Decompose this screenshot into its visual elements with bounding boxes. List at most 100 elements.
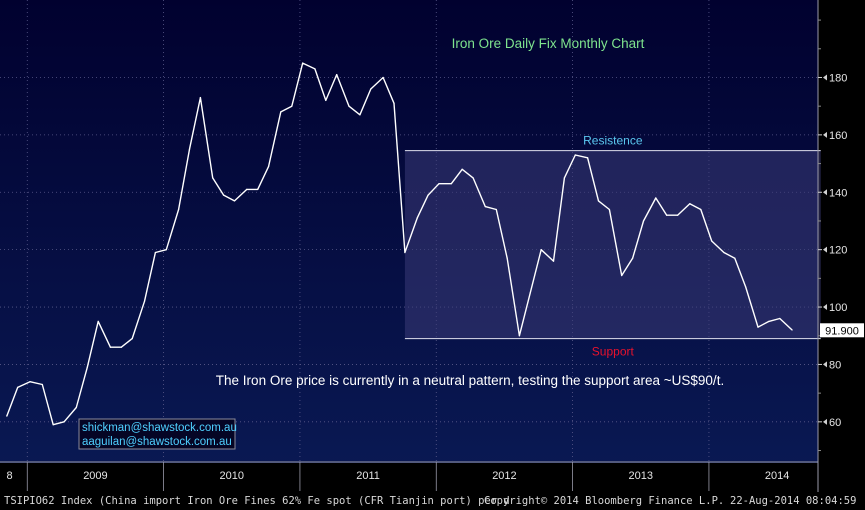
annotation-text: The Iron Ore price is currently in a neu… [216, 373, 724, 388]
data-point-62 [711, 240, 713, 242]
y-tick-arrow-100 [823, 304, 827, 311]
data-point-5 [63, 421, 65, 423]
data-point-9 [109, 346, 112, 348]
data-point-22 [257, 188, 259, 190]
y-tick-label-180: 180 [829, 72, 847, 84]
data-point-16 [188, 148, 191, 150]
data-point-51 [586, 157, 589, 159]
data-point-0 [6, 415, 8, 417]
x-tick-label-2013: 2013 [629, 470, 653, 482]
data-point-59 [676, 214, 679, 216]
data-point-53 [608, 208, 611, 211]
data-point-10 [120, 346, 122, 348]
data-point-48 [552, 260, 555, 262]
copyright-text: Copyright© 2014 Bloomberg Finance L.P. [484, 495, 725, 507]
x-tick-label-2009: 2009 [83, 470, 107, 482]
data-point-19 [222, 194, 225, 196]
y-tick-label-160: 160 [829, 130, 847, 142]
data-point-44 [506, 257, 508, 259]
data-point-69 [791, 329, 793, 331]
data-point-36 [416, 217, 418, 219]
data-point-49 [563, 177, 566, 179]
price-series-line [6, 62, 793, 426]
timestamp: 22-Aug-2014 08:04:59 [730, 495, 857, 507]
y-tick-label-100: 100 [829, 302, 847, 314]
y-tick-label-140: 140 [829, 187, 847, 199]
data-point-3 [41, 383, 43, 386]
data-point-65 [745, 286, 747, 288]
data-point-54 [621, 274, 623, 277]
data-point-55 [631, 257, 634, 259]
y-tick-arrow-120 [823, 246, 827, 253]
data-point-1 [17, 386, 19, 388]
y-tick-arrow-140 [823, 189, 827, 196]
data-point-34 [393, 102, 395, 104]
data-point-31 [359, 114, 361, 116]
data-point-58 [666, 214, 668, 216]
data-point-47 [540, 249, 542, 251]
data-point-38 [438, 183, 440, 185]
data-point-35 [404, 251, 406, 254]
data-point-29 [336, 74, 338, 76]
contact-box [78, 418, 236, 450]
contact-email-1[interactable]: shickman@shawstock.com.au [82, 422, 237, 434]
data-point-50 [574, 154, 576, 156]
data-point-33 [382, 76, 384, 79]
y-tick-label-60: 60 [829, 417, 841, 429]
data-point-18 [212, 177, 214, 179]
y-axis-panel [818, 0, 865, 492]
index-description: TSIPIO62 Index (China import Iron Ore Fi… [4, 495, 510, 507]
data-point-30 [348, 105, 350, 107]
data-point-52 [597, 200, 600, 202]
data-point-7 [86, 366, 88, 368]
trading-channel-box [404, 150, 821, 339]
data-point-57 [655, 197, 657, 199]
data-point-64 [734, 257, 736, 259]
last-value-box [820, 323, 864, 338]
last-value-label: 91.900 [825, 325, 859, 337]
x-tick-label-8: 8 [6, 470, 12, 482]
data-point-11 [131, 338, 133, 340]
y-tick-arrow-60 [823, 418, 827, 425]
data-point-13 [154, 251, 157, 254]
y-tick-arrow-180 [823, 74, 827, 81]
data-point-45 [518, 335, 521, 337]
contact-email-2[interactable]: aaguilan@shawstock.com.au [82, 436, 232, 448]
data-point-26 [302, 62, 304, 64]
data-point-6 [75, 406, 77, 409]
data-point-56 [642, 220, 645, 222]
x-tick-label-2014: 2014 [765, 470, 789, 482]
data-point-42 [484, 206, 486, 208]
support-label: Support [592, 345, 635, 359]
data-point-8 [97, 320, 99, 322]
data-point-40 [461, 168, 463, 170]
data-point-60 [689, 203, 691, 205]
data-point-21 [246, 188, 248, 190]
data-point-14 [165, 249, 167, 251]
data-point-61 [700, 208, 702, 211]
data-point-25 [291, 105, 293, 107]
data-point-37 [427, 194, 429, 196]
data-point-39 [450, 183, 452, 185]
y-tick-label-120: 120 [829, 245, 847, 257]
data-point-24 [280, 111, 282, 113]
data-point-32 [370, 88, 372, 90]
x-axis-band [0, 463, 818, 492]
data-point-20 [233, 200, 236, 202]
data-point-2 [29, 381, 31, 383]
data-point-17 [199, 96, 202, 99]
data-point-43 [495, 208, 497, 211]
x-tick-label-2010: 2010 [220, 470, 244, 482]
y-tick-arrow-160 [823, 131, 827, 138]
data-point-4 [52, 424, 54, 426]
y-tick-label-80: 80 [829, 359, 841, 371]
x-tick-label-2012: 2012 [492, 470, 516, 482]
resistance-label: Resistence [583, 134, 643, 148]
data-point-63 [723, 251, 725, 254]
chart-title: Iron Ore Daily Fix Monthly Chart [452, 36, 645, 51]
data-point-67 [768, 320, 770, 322]
data-point-15 [177, 208, 180, 211]
data-point-12 [143, 300, 146, 302]
data-point-28 [325, 99, 327, 102]
